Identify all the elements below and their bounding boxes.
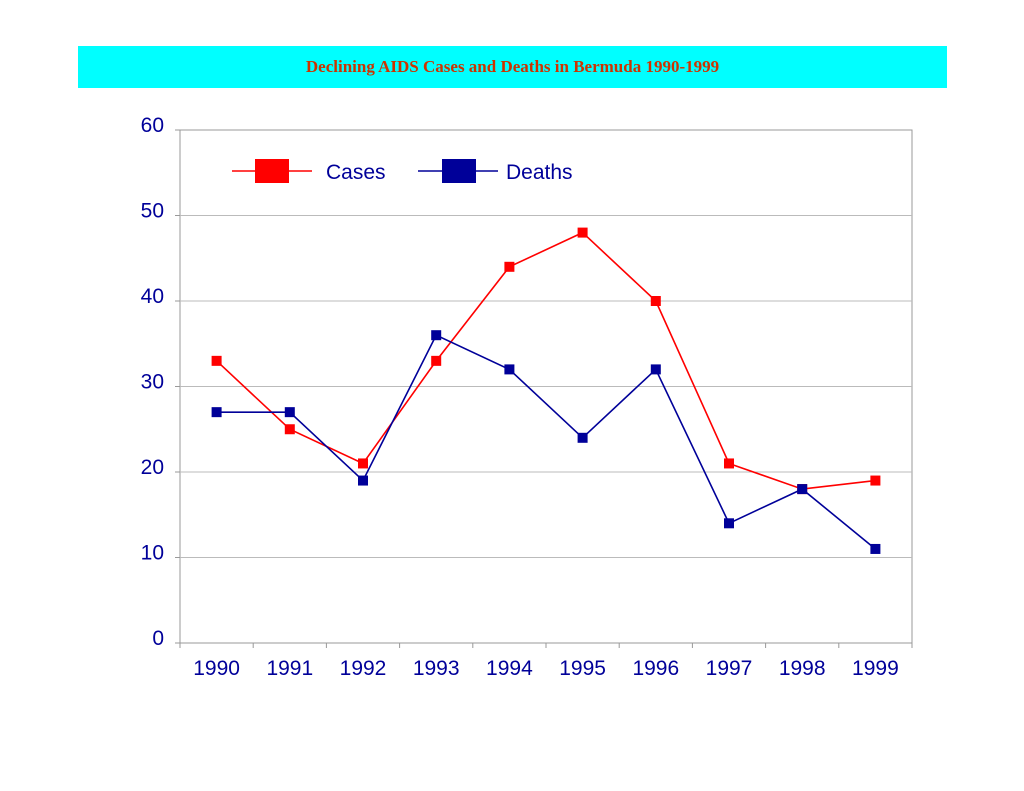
x-tick-label: 1997 [706, 657, 753, 680]
deaths-point [358, 475, 368, 486]
chart-title: Declining AIDS Cases and Deaths in Bermu… [305, 57, 720, 76]
x-tick-label: 1999 [852, 657, 899, 680]
deaths-point [724, 518, 734, 529]
deaths-point [211, 407, 222, 418]
cases-point [577, 227, 588, 238]
cases-point [211, 355, 222, 366]
cases-line [216, 231, 876, 490]
legend-cases-marker [255, 159, 289, 183]
cases-point [431, 355, 442, 366]
deaths-point [504, 364, 515, 375]
deaths-point [650, 364, 661, 375]
x-tick-label: 1998 [779, 657, 826, 680]
deaths-point [431, 330, 442, 341]
y-tick-label: 0 [152, 627, 164, 650]
y-tick-label: 10 [141, 542, 164, 565]
x-tick-label: 1996 [632, 657, 679, 680]
cases-point [650, 296, 661, 306]
x-tick-label: 1995 [559, 657, 606, 680]
y-tick-label: 60 [141, 114, 164, 137]
x-tick-label: 1990 [193, 657, 240, 680]
cases-point [284, 424, 295, 435]
x-tick-label: 1993 [413, 657, 460, 680]
deaths-point [577, 432, 588, 443]
legend-deaths-marker [442, 159, 476, 183]
y-tick-label: 50 [141, 200, 164, 223]
y-tick-label: 30 [141, 371, 164, 394]
y-tick-label: 40 [141, 285, 164, 308]
legend-deaths-label: Deaths [506, 161, 573, 184]
cases-point [358, 458, 368, 469]
deaths-line [216, 334, 876, 550]
x-tick-label: 1991 [266, 657, 313, 680]
cases-point [504, 261, 515, 272]
deaths-point [870, 543, 881, 554]
x-tick-label: 1994 [486, 657, 533, 680]
x-tick-label: 1992 [340, 657, 387, 680]
title-banner: Declining AIDS Cases and Deaths in Bermu… [78, 46, 947, 88]
legend-cases-label: Cases [326, 161, 386, 184]
cases-point [870, 475, 881, 486]
y-tick-label: 20 [141, 456, 164, 479]
deaths-point [284, 407, 295, 418]
cases-point [724, 458, 734, 469]
deaths-point [797, 484, 808, 495]
